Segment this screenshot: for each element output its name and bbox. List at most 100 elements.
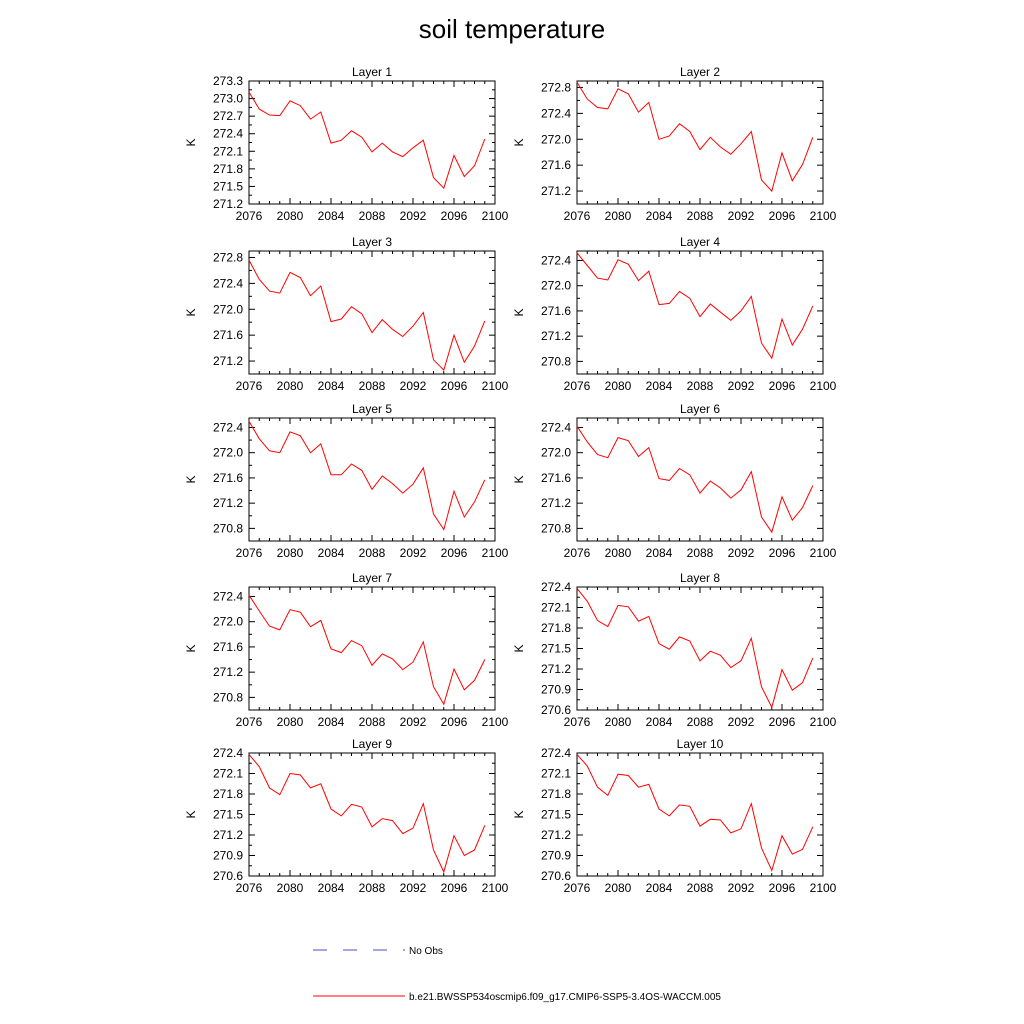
x-tick-label: 2080 <box>605 546 632 560</box>
x-tick-label: 2092 <box>728 379 755 393</box>
x-tick-label: 2096 <box>769 546 796 560</box>
y-tick-label: 270.6 <box>541 869 571 883</box>
x-tick-label: 2088 <box>359 209 386 223</box>
x-tick-label: 2076 <box>236 881 263 895</box>
chart-panel: Layer 5 K 2076 2080 2084 2088 2092 2096 2100 270.… <box>184 402 509 560</box>
x-tick-label: 2100 <box>810 379 837 393</box>
y-tick-label: 272.7 <box>213 109 243 123</box>
y-axis-label: K <box>512 475 526 483</box>
series-line <box>248 594 486 706</box>
x-tick-label: 2076 <box>236 546 263 560</box>
y-tick-label: 271.5 <box>213 808 243 822</box>
plot-frame <box>248 586 496 711</box>
legend-label: No Obs <box>409 946 443 957</box>
y-tick-label: 272.0 <box>213 302 243 316</box>
x-tick-label: 2096 <box>769 379 796 393</box>
x-tick-label: 2076 <box>564 546 591 560</box>
y-tick-label: 270.6 <box>213 869 243 883</box>
series-line <box>248 91 486 190</box>
y-tick-label: 272.4 <box>213 276 243 290</box>
x-tick-label: 2080 <box>605 715 632 729</box>
x-tick-label: 2076 <box>236 379 263 393</box>
y-tick-label: 271.2 <box>213 354 243 368</box>
series-line <box>576 588 814 709</box>
y-axis-label: K <box>512 138 526 146</box>
y-tick-label: 270.8 <box>213 690 243 704</box>
chart-title: soil temperature <box>418 14 606 44</box>
y-tick-label: 271.2 <box>213 665 243 679</box>
x-tick-label: 2096 <box>441 379 468 393</box>
x-tick-label: 2100 <box>810 546 837 560</box>
panel-title: Layer 4 <box>680 235 720 249</box>
y-tick-label: 271.2 <box>213 197 243 211</box>
x-tick-label: 2076 <box>564 715 591 729</box>
y-tick-label: 272.0 <box>541 446 571 460</box>
panel-title: Layer 3 <box>352 235 392 249</box>
x-tick-label: 2080 <box>277 546 304 560</box>
chart-panel: Layer 2 K 2076 2080 2084 2088 2092 2096 2100 271.… <box>512 65 837 223</box>
x-tick-label: 2088 <box>687 209 714 223</box>
x-tick-label: 2096 <box>769 715 796 729</box>
y-tick-label: 271.8 <box>541 787 571 801</box>
x-tick-label: 2076 <box>564 209 591 223</box>
y-tick-label: 272.0 <box>541 279 571 293</box>
x-tick-label: 2092 <box>400 379 427 393</box>
x-tick-label: 2084 <box>646 881 673 895</box>
y-tick-label: 271.2 <box>541 828 571 842</box>
x-tick-label: 2092 <box>400 715 427 729</box>
x-tick-label: 2080 <box>605 209 632 223</box>
x-tick-label: 2080 <box>605 881 632 895</box>
series-line <box>576 252 814 360</box>
y-tick-label: 270.9 <box>541 683 571 697</box>
x-tick-label: 2092 <box>728 715 755 729</box>
panel-title: Layer 6 <box>680 402 720 416</box>
x-tick-label: 2096 <box>441 209 468 223</box>
x-tick-label: 2092 <box>400 209 427 223</box>
plot-frame <box>576 80 824 205</box>
panel-title: Layer 2 <box>680 65 720 79</box>
y-tick-label: 271.2 <box>541 662 571 676</box>
panel-grid: Layer 1 K 2076 2080 2084 2088 2092 2096 2100 271.… <box>184 65 837 895</box>
y-tick-label: 270.9 <box>541 849 571 863</box>
x-tick-label: 2092 <box>728 546 755 560</box>
chart-panel: Layer 9 K 2076 2080 2084 2088 2092 2096 2100 270.… <box>184 737 509 895</box>
x-tick-label: 2076 <box>564 379 591 393</box>
x-tick-label: 2100 <box>482 379 509 393</box>
y-tick-label: 272.0 <box>213 446 243 460</box>
x-tick-label: 2076 <box>236 209 263 223</box>
y-axis-label: K <box>184 475 198 483</box>
series-line <box>576 82 814 193</box>
x-tick-label: 2088 <box>359 379 386 393</box>
legend-entry: b.e21.BWSSP534oscmip6.f09_g17.CMIP6-SSP5… <box>313 992 721 1003</box>
y-tick-label: 272.4 <box>541 580 571 594</box>
x-tick-label: 2100 <box>810 881 837 895</box>
y-axis-label: K <box>184 308 198 316</box>
x-tick-label: 2096 <box>441 715 468 729</box>
panel-title: Layer 8 <box>680 571 720 585</box>
chart-panel: Layer 1 K 2076 2080 2084 2088 2092 2096 2100 271.… <box>184 65 509 223</box>
y-tick-label: 270.9 <box>213 849 243 863</box>
y-tick-label: 272.4 <box>213 746 243 760</box>
y-tick-label: 270.6 <box>541 703 571 717</box>
y-tick-label: 272.8 <box>541 80 571 94</box>
y-tick-label: 271.2 <box>213 828 243 842</box>
plot-frame <box>248 417 496 542</box>
y-axis-label: K <box>512 308 526 316</box>
x-tick-label: 2100 <box>482 715 509 729</box>
x-tick-label: 2088 <box>687 379 714 393</box>
panel-title: Layer 5 <box>352 402 392 416</box>
x-tick-label: 2100 <box>482 881 509 895</box>
x-tick-label: 2088 <box>359 715 386 729</box>
x-tick-label: 2080 <box>277 379 304 393</box>
y-tick-label: 272.4 <box>541 746 571 760</box>
y-tick-label: 272.0 <box>213 615 243 629</box>
y-tick-label: 271.5 <box>213 179 243 193</box>
x-tick-label: 2084 <box>646 209 673 223</box>
y-tick-label: 272.8 <box>213 250 243 264</box>
x-tick-label: 2080 <box>277 881 304 895</box>
plot-frame <box>576 417 824 542</box>
y-axis-label: K <box>184 138 198 146</box>
x-tick-label: 2096 <box>441 881 468 895</box>
y-tick-label: 271.6 <box>213 328 243 342</box>
panel-title: Layer 1 <box>352 65 392 79</box>
